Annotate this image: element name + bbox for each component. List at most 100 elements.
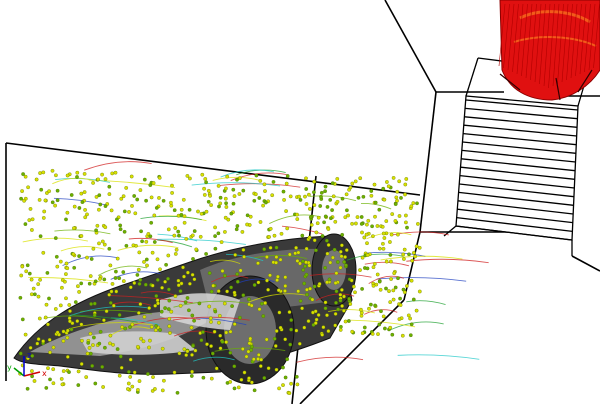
balloon-hatch-line xyxy=(534,3,542,83)
flow-particle xyxy=(232,322,237,326)
flow-particle xyxy=(79,322,84,327)
streamline xyxy=(128,237,173,244)
flow-particle xyxy=(294,374,299,379)
flow-particle xyxy=(173,252,178,256)
flow-particle xyxy=(26,356,30,361)
flow-particle xyxy=(167,324,172,329)
flow-particle xyxy=(50,168,55,173)
flow-particle xyxy=(133,211,138,216)
flow-particle xyxy=(201,330,205,334)
flow-particle xyxy=(287,252,292,257)
flow-particle xyxy=(300,233,305,238)
balloon-hatch-line xyxy=(584,3,591,73)
flow-particle xyxy=(326,329,331,333)
flow-particle xyxy=(164,262,168,267)
flow-particle xyxy=(30,354,35,358)
streamline xyxy=(97,265,148,276)
flow-particle xyxy=(185,349,190,354)
flow-particle xyxy=(283,284,288,288)
flow-particle xyxy=(359,215,364,219)
flow-particle xyxy=(120,325,124,329)
flow-particle xyxy=(256,280,261,285)
flow-particle xyxy=(130,204,134,208)
flow-particle xyxy=(402,290,407,295)
balloon-hatch-line xyxy=(512,3,519,73)
flow-particle xyxy=(414,308,419,313)
flow-particle xyxy=(304,272,309,277)
flow-particle xyxy=(328,198,333,202)
flow-particle xyxy=(137,250,142,255)
flow-particle xyxy=(103,225,108,230)
flow-particle xyxy=(380,224,385,229)
flow-particle xyxy=(388,240,392,244)
flow-particle xyxy=(179,212,184,217)
flow-particle xyxy=(264,200,268,205)
flow-particle xyxy=(348,302,353,306)
flow-particle xyxy=(154,206,159,210)
flow-particle xyxy=(126,387,130,391)
flow-particle xyxy=(216,184,221,188)
streamline xyxy=(110,317,160,325)
flow-particle xyxy=(30,228,34,232)
flow-particle xyxy=(58,259,63,264)
flow-particle xyxy=(238,315,242,320)
flow-particle xyxy=(184,353,189,357)
flow-particle xyxy=(285,226,290,231)
flow-particle xyxy=(213,246,218,251)
flow-particle xyxy=(218,333,223,338)
flow-particle xyxy=(233,253,238,257)
axis-x-label: x xyxy=(42,369,47,378)
flow-particles xyxy=(18,168,422,395)
flow-particle xyxy=(145,263,149,268)
flow-particle xyxy=(170,191,174,195)
flow-particle xyxy=(325,251,330,256)
flow-particle xyxy=(132,194,137,198)
flow-particle xyxy=(128,285,133,290)
flow-particle xyxy=(98,277,102,281)
flow-particle xyxy=(53,203,57,208)
flow-particle xyxy=(44,386,49,390)
flow-particle xyxy=(371,234,375,239)
flow-particle xyxy=(41,339,46,344)
flow-particle xyxy=(398,296,402,301)
flow-particle xyxy=(162,378,166,383)
flow-particle xyxy=(187,207,192,212)
flow-particle xyxy=(220,269,225,273)
flow-particle xyxy=(136,267,141,272)
flow-particle xyxy=(110,171,115,176)
flow-particle xyxy=(193,348,198,353)
flow-particle xyxy=(390,212,395,216)
flow-particle xyxy=(367,306,371,311)
flow-particle xyxy=(256,353,261,357)
flow-particle xyxy=(158,328,162,332)
flow-particle xyxy=(98,202,103,207)
flow-particle xyxy=(108,301,113,305)
flow-particle xyxy=(258,220,263,224)
flow-particle xyxy=(176,278,181,283)
flow-particle xyxy=(190,272,195,277)
flow-particle xyxy=(93,381,98,386)
flow-particle xyxy=(325,205,330,209)
flow-particle xyxy=(409,204,414,209)
balloon-hatch-line xyxy=(539,3,546,85)
flow-particle xyxy=(155,298,160,303)
flow-particle xyxy=(263,189,267,193)
flow-particle xyxy=(31,286,36,291)
flow-particle xyxy=(413,254,418,259)
flow-particle xyxy=(385,180,389,184)
flow-particle xyxy=(144,257,149,262)
flow-particle xyxy=(223,230,227,234)
grille-slat xyxy=(462,141,577,154)
flow-particle xyxy=(72,204,77,209)
flow-particle xyxy=(153,387,157,391)
flow-particle xyxy=(47,337,52,342)
flow-particle xyxy=(251,357,256,362)
flow-particle xyxy=(362,235,367,240)
flow-particle xyxy=(141,339,146,344)
flow-particle xyxy=(76,284,80,289)
flow-particle xyxy=(384,286,388,291)
flow-particle xyxy=(274,245,279,250)
flow-particle xyxy=(229,285,233,290)
